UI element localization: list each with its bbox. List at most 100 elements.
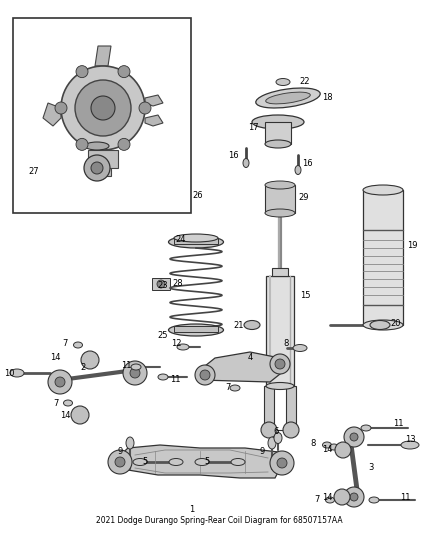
Ellipse shape (74, 342, 82, 348)
Text: 14: 14 (322, 446, 332, 455)
Circle shape (130, 368, 140, 378)
Bar (266, 276, 294, 386)
Ellipse shape (256, 88, 320, 108)
Ellipse shape (266, 383, 294, 390)
Polygon shape (145, 95, 163, 106)
Ellipse shape (131, 364, 141, 370)
Text: 7: 7 (53, 399, 58, 408)
Text: 14: 14 (322, 492, 332, 502)
Ellipse shape (361, 425, 371, 431)
Circle shape (350, 433, 358, 441)
Bar (88, 150, 118, 168)
Text: 8: 8 (310, 439, 315, 448)
Circle shape (48, 370, 72, 394)
Circle shape (118, 66, 130, 78)
Text: 20: 20 (390, 319, 400, 328)
Bar (265, 185, 295, 213)
Text: 11: 11 (393, 419, 403, 429)
Text: 4: 4 (248, 353, 253, 362)
Polygon shape (95, 46, 111, 66)
Ellipse shape (133, 458, 147, 465)
Ellipse shape (158, 374, 168, 380)
Ellipse shape (252, 115, 304, 129)
Circle shape (55, 377, 65, 387)
Circle shape (76, 139, 88, 150)
Ellipse shape (363, 320, 403, 330)
Polygon shape (43, 103, 61, 126)
Circle shape (335, 442, 351, 458)
Ellipse shape (265, 181, 295, 189)
Text: 7: 7 (225, 384, 230, 392)
Ellipse shape (274, 432, 282, 443)
Ellipse shape (85, 142, 109, 150)
Text: 24: 24 (175, 236, 186, 245)
Polygon shape (200, 352, 285, 382)
Bar (174, 238, 218, 244)
Circle shape (55, 102, 67, 114)
Text: 29: 29 (298, 193, 308, 203)
Ellipse shape (369, 497, 379, 503)
Text: 22: 22 (299, 77, 310, 86)
Text: 3: 3 (368, 463, 373, 472)
Text: 25: 25 (157, 330, 167, 340)
Circle shape (84, 155, 110, 181)
Ellipse shape (401, 441, 419, 449)
Ellipse shape (325, 497, 335, 503)
Circle shape (115, 457, 125, 467)
Circle shape (270, 451, 294, 475)
Bar (13, 18, 191, 213)
Circle shape (277, 458, 287, 468)
Text: 5: 5 (204, 457, 209, 466)
Text: 9: 9 (118, 448, 123, 456)
Text: 11: 11 (170, 375, 180, 384)
Ellipse shape (266, 92, 310, 104)
Circle shape (344, 427, 364, 447)
Ellipse shape (322, 442, 332, 448)
Circle shape (61, 66, 145, 150)
Text: 9: 9 (259, 448, 264, 456)
Ellipse shape (64, 400, 73, 406)
Text: 21: 21 (233, 320, 244, 329)
Ellipse shape (268, 437, 276, 449)
Polygon shape (115, 445, 282, 478)
Text: 23: 23 (157, 280, 168, 289)
Ellipse shape (276, 78, 290, 85)
Circle shape (76, 66, 88, 78)
Text: 14: 14 (50, 353, 60, 362)
Circle shape (139, 102, 151, 114)
Text: 5: 5 (142, 457, 147, 466)
Bar (272, 268, 288, 276)
Bar (286, 386, 296, 431)
Ellipse shape (126, 437, 134, 449)
Ellipse shape (169, 458, 183, 465)
Text: 16: 16 (228, 150, 239, 159)
Circle shape (91, 162, 103, 174)
Ellipse shape (363, 185, 403, 195)
Ellipse shape (231, 458, 245, 465)
Circle shape (108, 450, 132, 474)
Text: 15: 15 (300, 290, 311, 300)
Circle shape (71, 406, 89, 424)
Text: 18: 18 (322, 93, 332, 102)
Text: 17: 17 (248, 124, 258, 133)
Text: 2021 Dodge Durango Spring-Rear Coil Diagram for 68507157AA: 2021 Dodge Durango Spring-Rear Coil Diag… (95, 516, 343, 525)
Text: 13: 13 (405, 435, 416, 445)
Circle shape (261, 422, 277, 438)
Circle shape (200, 370, 210, 380)
Bar (265, 122, 291, 144)
Ellipse shape (265, 209, 295, 217)
Ellipse shape (295, 166, 301, 174)
Text: 1: 1 (189, 505, 194, 514)
Circle shape (75, 80, 131, 136)
Text: 2: 2 (80, 364, 85, 373)
Polygon shape (145, 115, 163, 126)
Circle shape (283, 422, 299, 438)
Text: 8: 8 (283, 340, 288, 349)
Circle shape (195, 365, 215, 385)
Circle shape (118, 139, 130, 150)
Circle shape (334, 489, 350, 505)
Text: 7: 7 (62, 338, 67, 348)
Text: 11: 11 (400, 494, 410, 503)
Ellipse shape (329, 444, 339, 450)
Circle shape (91, 96, 115, 120)
